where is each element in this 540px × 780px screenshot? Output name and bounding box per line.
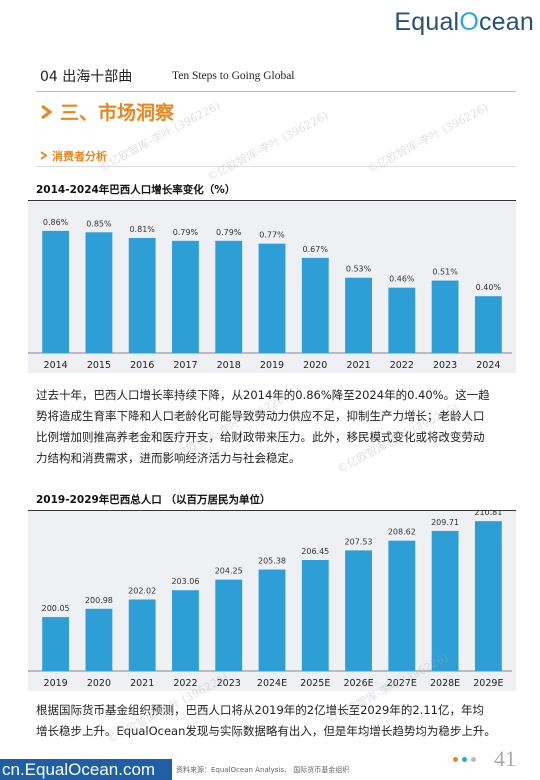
bar [42,230,70,353]
data-label: 0.46% [389,275,415,284]
data-label: 210.81 [474,511,502,517]
bar [172,240,199,353]
bar [388,540,416,671]
caret-right-icon [40,151,48,160]
bar [128,599,156,671]
x-tick-label: 2029E [473,678,503,689]
data-label: 0.79% [216,228,242,237]
bar [215,579,243,671]
bar [431,530,459,671]
bar [85,608,113,671]
x-tick-label: 2028E [430,678,460,689]
data-label: 0.86% [43,218,69,227]
chart2-top-rule [28,510,516,511]
data-label: 204.25 [215,567,243,576]
bar [345,277,372,353]
x-tick-label: 2015 [87,360,111,371]
data-label: 0.53% [346,265,372,274]
x-tick-label: 2016 [130,360,154,371]
x-tick-label: 2022 [390,360,414,371]
bar [85,232,113,353]
x-tick-label: 2014 [44,360,68,371]
section-title: 三、市场洞察 [40,98,174,125]
footer-website-link[interactable]: cn.EqualOcean.com [0,759,172,780]
bar [431,280,459,353]
x-tick-label: 2018 [217,360,241,371]
x-tick-label: 2021 [346,360,370,371]
bar [301,560,329,671]
data-label: 205.38 [258,557,286,566]
chart2-title: 2019-2029年巴西总人口 （以百万居民为单位） [36,494,271,506]
data-label: 209.71 [431,518,459,527]
data-label: 207.53 [345,537,373,546]
gray-dot-icon [471,757,476,762]
population-bar-chart: 200.05 2019 200.98 2020 202.02 2021 203.06 2022… [28,508,512,689]
bar [128,237,156,353]
data-label: 0.40% [476,283,502,292]
chart1-top-rule [28,200,516,201]
data-label: 0.79% [173,228,199,237]
x-tick-label: 2022 [173,678,197,689]
x-tick-label: 2025E [300,678,330,689]
paragraph-2: 根据国际货币基金组织预测，巴西人口将从2019年的2亿增长至2029年的2.11… [36,700,514,742]
bar [42,617,70,671]
x-tick-label: 2027E [387,678,417,689]
chart2-panel: 200.05 2019 200.98 2020 202.02 2021 203.06 2022… [28,508,516,691]
paragraph-1-line: 过去十年，巴西人口增长率持续下降，从2014年的0.86%降至2024年的0.4… [36,388,490,402]
paragraph-1-line: 力结构和消费需求，进而影响经济活力与社会稳定。 [36,451,301,465]
bar [258,243,286,353]
x-tick-label: 2026E [343,678,373,689]
data-label: 206.45 [301,547,329,556]
blue-dot-icon [462,757,467,762]
chevron-right-icon [41,104,53,120]
chapter-subtitle: Ten Steps to Going Global [172,70,295,82]
x-tick-label: 2020 [303,360,327,371]
bar [258,569,286,671]
source-note: 资料来源：EqualOcean Analysis、 国际货币基金组织 [176,766,350,774]
data-label: 208.62 [388,528,416,537]
bar [172,590,199,671]
subsection-title: 消费者分析 [40,148,107,164]
chart1-panel: 0.86% 2014 0.85% 2015 0.81% 2016 0.79% 2017 0.79… [28,201,516,373]
x-tick-label: 2020 [87,678,111,689]
x-tick-label: 2019 [44,678,68,689]
bar [345,550,372,671]
bar [474,521,502,671]
chapter-title: 04 出海十部曲 [40,69,133,85]
chapter-divider [36,91,516,92]
bar [215,240,243,353]
paragraph-2-line: 增长稳步上升。EqualOcean发现与实际数据略有出入，但是年均增长趋势均为稳… [36,724,496,738]
paragraph-1-line: 势将造成生育率下降和人口老龄化可能导致劳动力供应不足，抑制生产力增长；老龄人口 [36,409,485,423]
data-label: 200.05 [42,604,70,613]
bar [301,257,329,353]
x-tick-label: 2024E [257,678,287,689]
bar [474,296,502,353]
data-label: 0.51% [432,268,458,277]
orange-dot-icon [453,757,458,762]
x-tick-label: 2023 [433,360,457,371]
chart1-title: 2014-2024年巴西人口增长率变化（%） [36,184,236,196]
data-label: 0.85% [86,219,112,228]
data-label: 202.02 [128,587,156,596]
data-label: 0.81% [129,225,155,234]
growth-rate-bar-chart: 0.86% 2014 0.85% 2015 0.81% 2016 0.79% 2017 0.79… [28,218,512,371]
data-label: 0.67% [303,245,329,254]
paragraph-2-line: 根据国际货币基金组织预测，巴西人口将从2019年的2亿增长至2029年的2.11… [36,703,484,717]
equalocean-logo: EqualOcean [394,8,534,36]
data-label: 203.06 [171,577,199,586]
data-label: 200.98 [85,596,113,605]
x-tick-label: 2024 [476,360,500,371]
paragraph-1-line: 比例增加则推高养老金和医疗开支，给财政带来压力。此外，移民模式变化或将改变劳动 [36,430,485,444]
x-tick-label: 2019 [260,360,284,371]
bar [388,287,416,353]
paragraph-1: 过去十年，巴西人口增长率持续下降，从2014年的0.86%降至2024年的0.4… [36,385,514,469]
x-tick-label: 2021 [130,678,154,689]
x-tick-label: 2017 [173,360,197,371]
watermark: ©亿欧智库-李叶 (396226) [205,109,331,184]
page-number: 41 [494,746,516,771]
subsection-divider [36,166,516,167]
data-label: 0.77% [259,231,285,240]
x-tick-label: 2023 [217,678,241,689]
